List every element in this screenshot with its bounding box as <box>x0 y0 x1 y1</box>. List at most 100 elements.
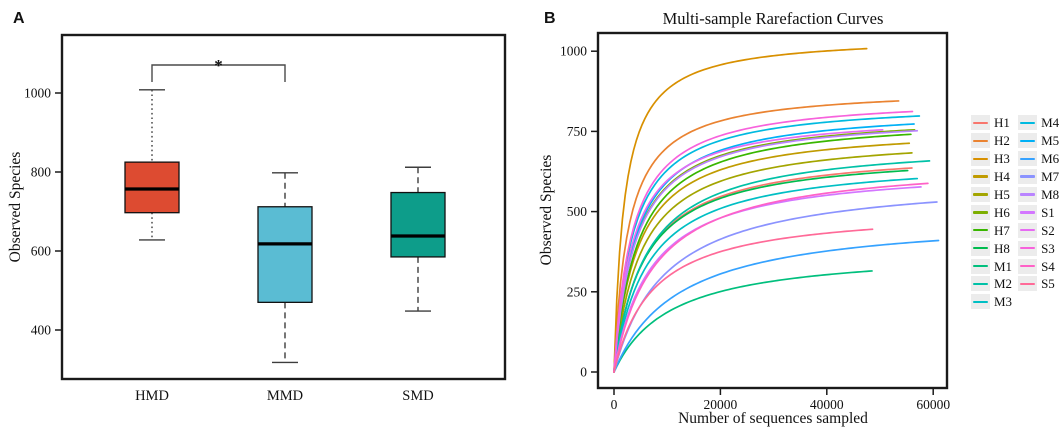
legend-key-icon <box>971 276 990 292</box>
y-tick-label: 1000 <box>560 44 587 59</box>
legend-label: M4 <box>1041 115 1060 131</box>
legend-line-swatch <box>1020 157 1036 160</box>
legend-line-swatch <box>973 300 988 304</box>
legend-label: H4 <box>994 169 1010 185</box>
legend-item-M2: M2 <box>971 275 1012 293</box>
legend-label: S2 <box>1041 222 1055 238</box>
legend-line-swatch <box>1020 282 1036 286</box>
curve-M2 <box>613 160 931 373</box>
y-tick-label: 400 <box>31 323 52 338</box>
legend-key-icon <box>1018 133 1038 149</box>
legend-line-swatch <box>973 282 988 286</box>
legend-line-swatch <box>1020 246 1036 250</box>
legend-label: M1 <box>994 258 1013 274</box>
legend-label: S5 <box>1041 276 1055 292</box>
legend-line-swatch <box>1020 121 1036 125</box>
category-label: HMD <box>135 388 169 404</box>
legend-item-M1: M1 <box>971 257 1012 275</box>
legend-item-S1: S1 <box>1018 203 1059 221</box>
curve-S5 <box>613 228 874 373</box>
curve-H7 <box>613 133 912 373</box>
curve-M1 <box>613 270 873 373</box>
panel-a-frame <box>60 33 507 381</box>
legend-key-icon <box>971 222 990 238</box>
legend-item-H6: H6 <box>971 203 1012 221</box>
legend-label: H6 <box>994 204 1010 220</box>
legend-item-S2: S2 <box>1018 221 1059 239</box>
legend-line-swatch <box>973 139 988 143</box>
legend-column: H1 H2 H3 H4 H5 H6 H7 H8 M1 M2 M3 <box>971 114 1012 311</box>
curve-M5 <box>613 123 915 373</box>
legend-line-swatch <box>1020 229 1036 232</box>
box-SMD <box>390 191 446 258</box>
legend-column: M4 M5 M6 M7 M8 S1 S2 S3 S4 S5 <box>1018 114 1059 311</box>
y-tick-label: 800 <box>31 165 52 180</box>
legend-item-S4: S4 <box>1018 257 1059 275</box>
legend-key-icon <box>1018 276 1038 292</box>
curve-H1 <box>613 167 913 373</box>
legend-key-icon <box>1018 169 1038 185</box>
legend-label: H2 <box>994 133 1010 149</box>
x-tick-label: 40000 <box>810 397 844 412</box>
legend-item-M6: M6 <box>1018 150 1059 168</box>
legend-label: S4 <box>1041 258 1055 274</box>
legend-item-H8: H8 <box>971 239 1012 257</box>
y-tick-label: 1000 <box>24 86 51 101</box>
x-tick-label: 0 <box>611 397 618 412</box>
x-tick-label: 60000 <box>916 397 950 412</box>
legend-item-H2: H2 <box>971 132 1012 150</box>
curve-H2 <box>613 100 900 373</box>
legend-item-M3: M3 <box>971 293 1012 311</box>
legend-key-icon <box>1018 222 1038 238</box>
legend-key-icon <box>971 240 990 256</box>
legend-label: H1 <box>994 115 1010 131</box>
legend-label: H3 <box>994 151 1010 167</box>
legend-line-swatch <box>973 211 988 214</box>
curve-S3 <box>613 110 914 373</box>
significance-star: * <box>214 56 223 75</box>
legend-line-swatch <box>973 229 988 232</box>
legend-key-icon <box>971 151 990 167</box>
legend-line-swatch <box>973 121 988 125</box>
curve-M8 <box>613 129 919 373</box>
y-tick-label: 750 <box>567 124 588 139</box>
y-tick-label: 600 <box>31 244 52 259</box>
significance-bracket <box>151 64 286 82</box>
legend: H1 H2 H3 H4 H5 H6 H7 H8 M1 M2 M3 M4 M5 M6 M7 M8 S1 S2 S3 S4… <box>971 114 1059 311</box>
panel-b-rarefaction: B Multi-sample Rarefaction Curves Observ… <box>538 9 950 427</box>
legend-item-H3: H3 <box>971 150 1012 168</box>
legend-key-icon <box>971 115 990 131</box>
panel-b-title: Multi-sample Rarefaction Curves <box>663 9 884 28</box>
curve-M6 <box>613 239 940 373</box>
legend-item-M7: M7 <box>1018 168 1059 186</box>
legend-key-icon <box>971 133 990 149</box>
legend-key-icon <box>971 169 990 185</box>
legend-label: H8 <box>994 240 1010 256</box>
legend-label: H7 <box>994 222 1010 238</box>
legend-label: M3 <box>994 294 1013 310</box>
x-tick-label: 20000 <box>704 397 738 412</box>
y-tick-label: 0 <box>580 365 587 380</box>
panel-b-label: B <box>544 10 556 27</box>
curve-H3 <box>613 47 868 373</box>
legend-line-swatch <box>973 175 988 178</box>
curve-S1 <box>613 186 922 373</box>
legend-item-H5: H5 <box>971 186 1012 204</box>
legend-item-M8: M8 <box>1018 186 1059 204</box>
curve-H4 <box>613 142 911 373</box>
category-label: SMD <box>402 388 433 404</box>
panel-a-label: A <box>13 10 25 27</box>
panel-b-xlabel: Number of sequences sampled <box>678 410 868 427</box>
legend-line-swatch <box>973 264 988 268</box>
legend-item-H4: H4 <box>971 168 1012 186</box>
legend-key-icon <box>971 204 990 220</box>
panel-a-ylabel: Observed Species <box>7 152 24 263</box>
curve-H5 <box>613 152 913 373</box>
legend-key-icon <box>1018 204 1038 220</box>
legend-item-H1: H1 <box>971 114 1012 132</box>
panel-a-boxplot: A Observed Species 400 600 800 1000 HMD MMD SM… <box>7 10 507 404</box>
legend-key-icon <box>971 294 990 310</box>
legend-label: M5 <box>1041 133 1060 149</box>
panel-b-ylabel: Observed Species <box>538 155 555 266</box>
legend-item-M5: M5 <box>1018 132 1059 150</box>
